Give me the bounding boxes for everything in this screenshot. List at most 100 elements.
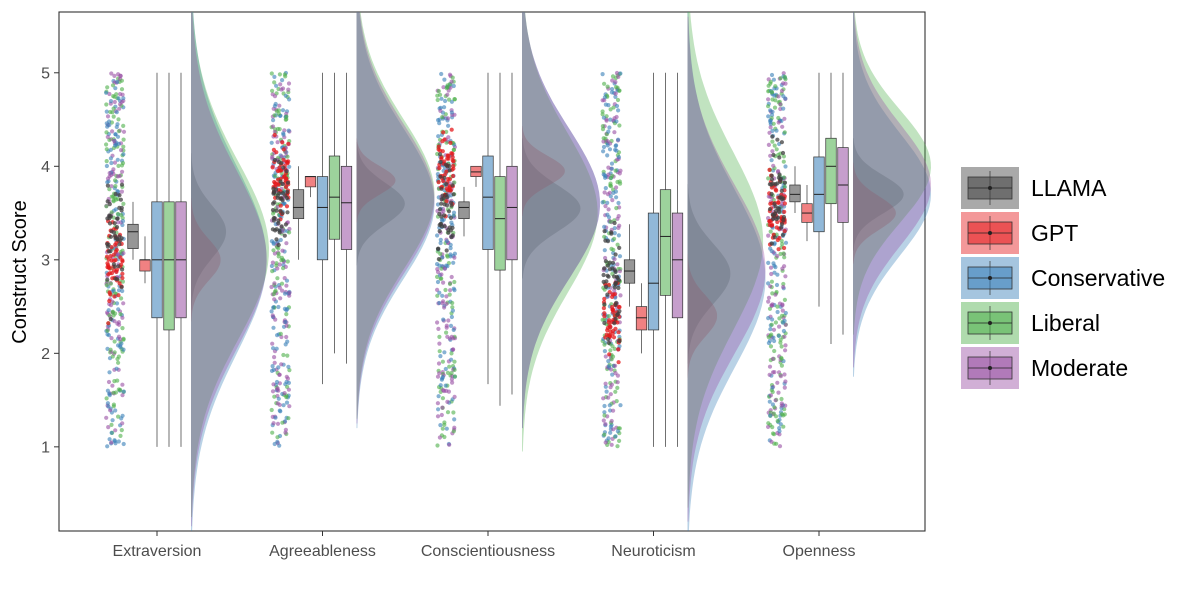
rain-point bbox=[781, 81, 786, 86]
rain-point-llama bbox=[105, 244, 110, 249]
rain-point bbox=[449, 370, 454, 376]
rain-point bbox=[279, 362, 284, 367]
rain-point bbox=[607, 147, 613, 152]
rain-point bbox=[116, 141, 122, 146]
rain-point bbox=[444, 239, 449, 244]
rain-point bbox=[440, 396, 445, 401]
rain-point bbox=[115, 356, 120, 362]
rain-point bbox=[783, 240, 789, 245]
rain-point bbox=[104, 142, 109, 147]
rain-point bbox=[605, 139, 610, 144]
rain-point-gpt bbox=[109, 245, 114, 250]
rain-point-llama bbox=[271, 191, 276, 196]
rain-point bbox=[783, 348, 788, 353]
legend-label-liberal: Liberal bbox=[1031, 310, 1100, 336]
rain-point bbox=[766, 97, 771, 102]
rain-point-gpt bbox=[284, 204, 290, 209]
box-agreeableness-moderate bbox=[340, 72, 353, 364]
rain-point bbox=[778, 374, 784, 379]
rain-point bbox=[770, 291, 775, 296]
rain-point bbox=[112, 99, 117, 105]
rain-point bbox=[452, 425, 457, 430]
cloud-moderate bbox=[191, 12, 267, 527]
rain-point-gpt bbox=[616, 304, 622, 309]
legend-label-conservative: Conservative bbox=[1031, 265, 1165, 291]
rain-point bbox=[105, 444, 110, 449]
rain-point bbox=[769, 90, 775, 95]
box-agreeableness-conservative bbox=[316, 72, 329, 385]
rain-point bbox=[438, 383, 443, 388]
rain-point bbox=[442, 388, 447, 394]
rain-point-llama bbox=[118, 197, 123, 202]
rain-point bbox=[780, 124, 785, 129]
rain-point bbox=[271, 292, 276, 297]
rain-point bbox=[449, 314, 454, 320]
rain-point-llama bbox=[617, 245, 622, 250]
rain-point bbox=[769, 322, 774, 327]
box-neuroticism-conservative bbox=[647, 72, 660, 447]
rain-point bbox=[447, 97, 452, 102]
rain-point bbox=[773, 84, 778, 89]
rain-point-gpt bbox=[616, 360, 621, 365]
rain-point bbox=[781, 154, 787, 159]
rain-point-llama bbox=[612, 285, 617, 290]
rain-point bbox=[451, 429, 456, 434]
rain-point-llama bbox=[436, 257, 441, 262]
rain-point bbox=[437, 371, 442, 376]
rain-point-llama bbox=[113, 235, 118, 241]
rain-point-llama bbox=[108, 214, 113, 219]
rain-point bbox=[769, 271, 774, 277]
rain-point bbox=[118, 345, 123, 350]
rain-point bbox=[610, 198, 615, 203]
rain-point bbox=[615, 262, 620, 267]
rain-point bbox=[775, 272, 780, 277]
rain-point bbox=[616, 155, 622, 160]
rain-point-llama bbox=[277, 191, 282, 196]
rain-point-gpt bbox=[767, 167, 772, 172]
rain-point bbox=[441, 280, 446, 285]
rain-point bbox=[435, 97, 440, 103]
rain-point bbox=[271, 325, 276, 330]
cloud-moderate bbox=[522, 12, 600, 429]
rain-point-llama bbox=[779, 225, 784, 230]
rain-point bbox=[606, 395, 611, 400]
rain-point-gpt bbox=[770, 222, 775, 227]
rain-point bbox=[770, 402, 776, 407]
rain-point bbox=[104, 109, 109, 114]
rain-point-gpt bbox=[275, 168, 280, 174]
rain-point bbox=[272, 355, 277, 360]
rain-point bbox=[766, 260, 771, 265]
cloud-conservative bbox=[356, 12, 435, 429]
rain-point bbox=[104, 121, 109, 126]
rain-point-gpt bbox=[281, 175, 287, 180]
rain-point bbox=[436, 89, 441, 94]
rain-point bbox=[440, 293, 445, 298]
rain-point bbox=[603, 422, 608, 427]
rain-point bbox=[116, 439, 121, 444]
rain-point bbox=[108, 156, 113, 161]
cloud-extraversion bbox=[191, 12, 269, 531]
rain-point bbox=[116, 117, 121, 122]
rain-point-gpt bbox=[437, 166, 442, 171]
rain-point-llama bbox=[107, 221, 113, 226]
rain-point-llama bbox=[775, 206, 781, 211]
rain-point bbox=[112, 138, 117, 143]
rain-point bbox=[114, 328, 119, 333]
rain-point bbox=[287, 97, 292, 102]
box-body bbox=[671, 212, 684, 319]
rain-point bbox=[781, 281, 786, 287]
rain-point bbox=[280, 248, 285, 253]
rain-point-llama bbox=[778, 177, 783, 182]
rain-point-llama bbox=[449, 200, 454, 205]
rain-point bbox=[782, 184, 787, 189]
rain-point bbox=[272, 129, 277, 134]
rain-point-llama bbox=[602, 229, 607, 234]
rain-point bbox=[605, 200, 610, 205]
cloud-llama bbox=[522, 138, 581, 279]
rain-point-gpt bbox=[111, 252, 116, 257]
rain-point bbox=[108, 303, 114, 308]
rain-point bbox=[770, 149, 775, 154]
rain-point bbox=[608, 107, 613, 112]
rain-point bbox=[605, 84, 610, 89]
rain-point bbox=[614, 206, 619, 211]
